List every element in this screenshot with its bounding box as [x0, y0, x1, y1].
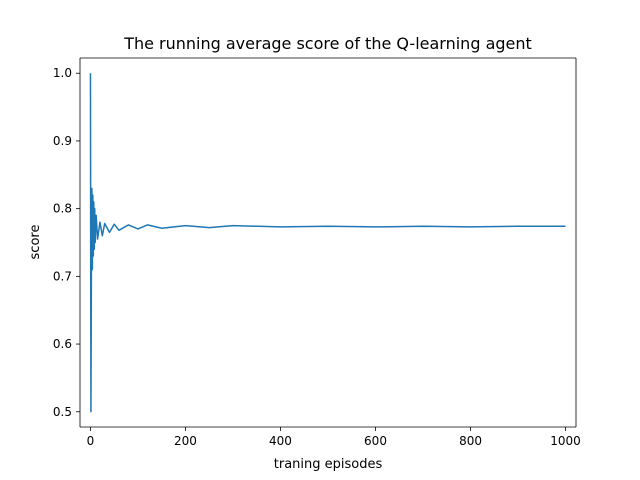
y-tick-label: 0.5	[53, 405, 72, 419]
y-tick-label: 0.8	[53, 202, 72, 216]
y-tick-label: 1.0	[53, 66, 72, 80]
x-tick-label: 600	[364, 434, 387, 448]
x-tick-label: 0	[87, 434, 95, 448]
series-line-0	[89, 73, 566, 413]
x-tick-label: 1000	[550, 434, 581, 448]
y-tick-label: 0.9	[53, 134, 72, 148]
x-tick-label: 200	[174, 434, 197, 448]
x-tick-label: 800	[459, 434, 482, 448]
chart-title: The running average score of the Q-learn…	[123, 34, 532, 53]
y-tick-label: 0.7	[53, 269, 72, 283]
x-axis-label: traning episodes	[274, 457, 383, 472]
y-axis-label: score	[28, 225, 43, 260]
x-tick-label: 400	[269, 434, 292, 448]
y-tick-label: 0.6	[53, 337, 72, 351]
plot-area: 0 200 400 600 800 1000 0.5 0.6 0.7 0.8 0.9 1.0	[53, 57, 581, 448]
